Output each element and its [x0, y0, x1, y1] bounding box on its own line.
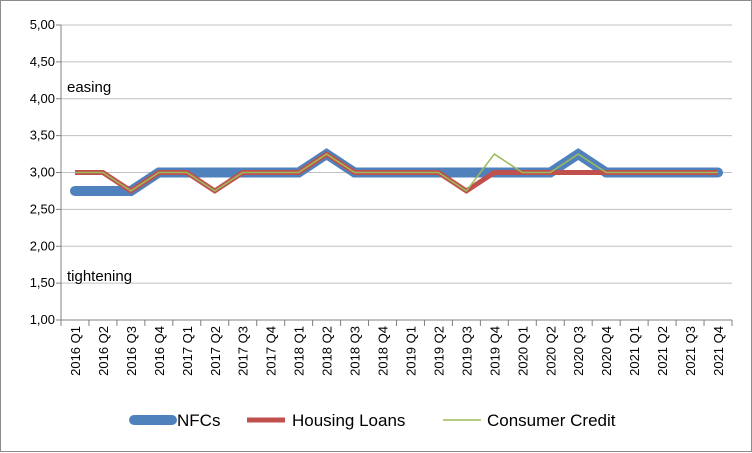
x-tick-label: 2016 Q3	[124, 326, 139, 376]
y-tick-label: 4,50	[30, 54, 55, 69]
legend-label: NFCs	[177, 411, 220, 430]
x-tick-label: 2016 Q1	[68, 326, 83, 376]
x-tick-label: 2017 Q1	[180, 326, 195, 376]
x-tick-label: 2021 Q1	[627, 326, 642, 376]
y-tick-label: 3,50	[30, 128, 55, 143]
y-tick-label: 1,50	[30, 275, 55, 290]
y-tick-label: 4,00	[30, 91, 55, 106]
x-tick-label: 2021 Q2	[655, 326, 670, 376]
x-tick-label: 2020 Q1	[515, 326, 530, 376]
x-tick-label: 2021 Q4	[711, 326, 726, 376]
x-tick-label: 2019 Q1	[403, 326, 418, 376]
y-tick-label: 2,00	[30, 238, 55, 253]
x-tick-label: 2019 Q4	[487, 326, 502, 376]
legend-label: Consumer Credit	[487, 411, 616, 430]
x-tick-label: 2018 Q2	[320, 326, 335, 376]
x-tick-label: 2018 Q4	[376, 326, 391, 376]
y-tick-label: 3,00	[30, 165, 55, 180]
x-tick-label: 2020 Q4	[599, 326, 614, 376]
x-tick-label: 2016 Q4	[152, 326, 167, 376]
y-tick-label: 1,00	[30, 312, 55, 327]
annotation-easing: easing	[67, 79, 111, 96]
x-tick-label: 2020 Q3	[571, 326, 586, 376]
x-tick-label: 2018 Q3	[348, 326, 363, 376]
y-tick-label: 2,50	[30, 201, 55, 216]
annotation-tightening: tightening	[67, 268, 132, 285]
x-tick-label: 2017 Q3	[236, 326, 251, 376]
x-tick-label: 2019 Q2	[431, 326, 446, 376]
x-tick-label: 2016 Q2	[96, 326, 111, 376]
series-line-consumer-credit	[74, 153, 719, 192]
legend-label: Housing Loans	[292, 411, 405, 430]
x-tick-label: 2020 Q2	[543, 326, 558, 376]
x-tick-label: 2021 Q3	[683, 326, 698, 376]
x-tick-label: 2018 Q1	[292, 326, 307, 376]
x-tick-label: 2019 Q3	[459, 326, 474, 376]
x-tick-label: 2017 Q2	[208, 326, 223, 376]
x-tick-label: 2017 Q4	[264, 326, 279, 376]
y-tick-label: 5,00	[30, 17, 55, 32]
